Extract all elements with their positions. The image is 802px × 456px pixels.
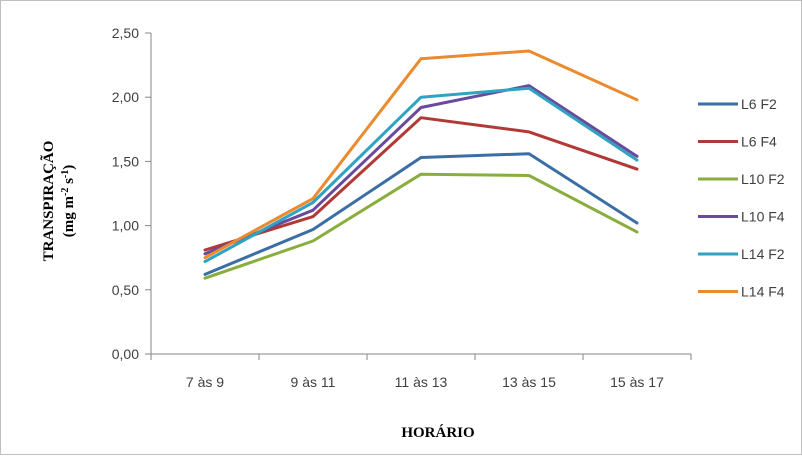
- y-axis-unit: (mg m-2 s-1): [60, 165, 78, 238]
- series-line-l6-f4: [203, 116, 639, 252]
- legend-label: L10 F2: [741, 171, 785, 187]
- x-axis-ticks: 7 às 9 9 às 11 11 às 13 13 às 15 15 às 17: [150, 354, 692, 390]
- series-line-l6-f2: [203, 152, 639, 276]
- y-tick-label: 2,50: [112, 25, 139, 41]
- legend-label: L14 F2: [741, 246, 785, 262]
- y-tick-label: 0,00: [112, 346, 139, 362]
- series-line-l10-f2: [203, 172, 639, 280]
- x-tick-label: 7 às 9: [186, 374, 224, 390]
- series-line-l14-f4: [203, 49, 639, 260]
- legend: L6 F2 L6 F4 L10 F2 L10 F4 L14 F2 L14 F4: [698, 96, 785, 300]
- legend-label: L6 F4: [741, 134, 777, 150]
- y-axis-title-group: TRANSPIRAÇÃO (mg m-2 s-1): [39, 141, 77, 262]
- y-axis-ticks: 0,00 0,50 1,00 1,50 2,00 2,50: [112, 25, 151, 362]
- y-tick-label: 1,00: [112, 218, 139, 234]
- x-tick-label: 13 às 15: [502, 374, 556, 390]
- x-tick-label: 11 às 13: [395, 374, 448, 390]
- axes: [150, 33, 691, 355]
- y-axis-title: TRANSPIRAÇÃO: [39, 141, 57, 262]
- x-tick-label: 9 às 11: [291, 374, 336, 390]
- legend-label: L6 F2: [741, 96, 777, 112]
- series-line-l14-f2: [203, 86, 639, 264]
- x-tick-label: 15 às 17: [610, 374, 664, 390]
- legend-label: L10 F4: [741, 209, 785, 225]
- series-lines: [203, 49, 639, 280]
- y-tick-label: 2,00: [112, 89, 139, 105]
- y-tick-label: 1,50: [112, 153, 139, 169]
- y-tick-label: 0,50: [112, 282, 139, 298]
- legend-label: L14 F4: [741, 284, 785, 300]
- x-axis-title: HORÁRIO: [401, 424, 474, 441]
- series-line-l10-f4: [203, 84, 639, 256]
